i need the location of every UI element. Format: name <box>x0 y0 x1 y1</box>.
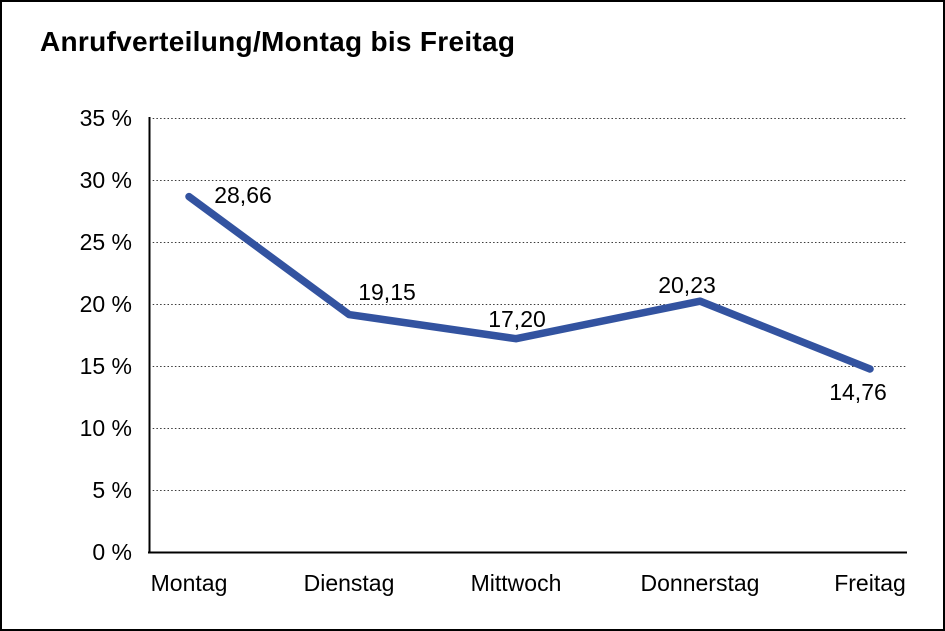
data-point-label: 28,66 <box>214 182 272 208</box>
y-tick-label: 35 % <box>80 105 132 131</box>
y-tick-label: 0 % <box>92 539 132 565</box>
y-tick-label: 30 % <box>80 167 132 193</box>
x-category-label: Donnerstag <box>641 570 760 596</box>
x-category-label: Mittwoch <box>471 570 562 596</box>
data-point-label: 20,23 <box>658 272 716 298</box>
data-point-label: 19,15 <box>358 279 416 305</box>
y-tick-label: 5 % <box>92 477 132 503</box>
y-tick-label: 20 % <box>80 291 132 317</box>
x-category-label: Montag <box>151 570 228 596</box>
x-category-label: Freitag <box>834 570 906 596</box>
y-tick-label: 10 % <box>80 415 132 441</box>
data-point-label: 14,76 <box>829 379 887 405</box>
x-category-label: Dienstag <box>304 570 395 596</box>
y-tick-label: 25 % <box>80 229 132 255</box>
data-point-label: 17,20 <box>488 306 546 332</box>
chart-title: Anrufverteilung/Montag bis Freitag <box>40 26 516 57</box>
data-line <box>185 192 874 373</box>
y-tick-label: 15 % <box>80 353 132 379</box>
